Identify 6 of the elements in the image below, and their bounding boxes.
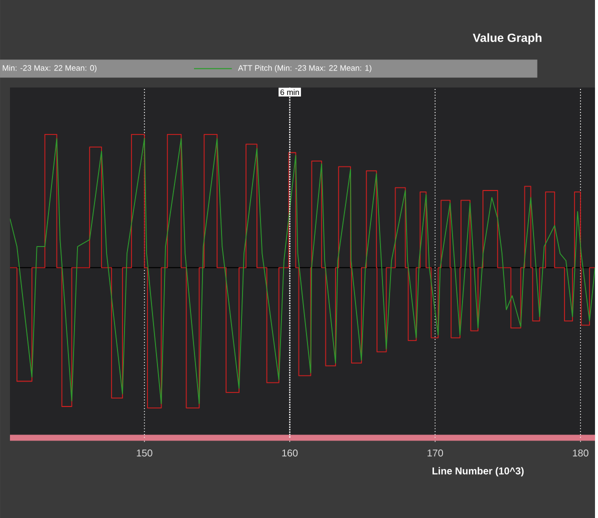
x-axis-title: Line Number (10^3) — [432, 466, 524, 476]
chart-title: Value Graph — [472, 33, 542, 44]
x-tick-label: 180 — [572, 449, 588, 456]
x-tick-label: 170 — [428, 449, 444, 456]
x-tick-label: 150 — [136, 449, 152, 456]
x-tick-label: 160 — [282, 449, 298, 456]
